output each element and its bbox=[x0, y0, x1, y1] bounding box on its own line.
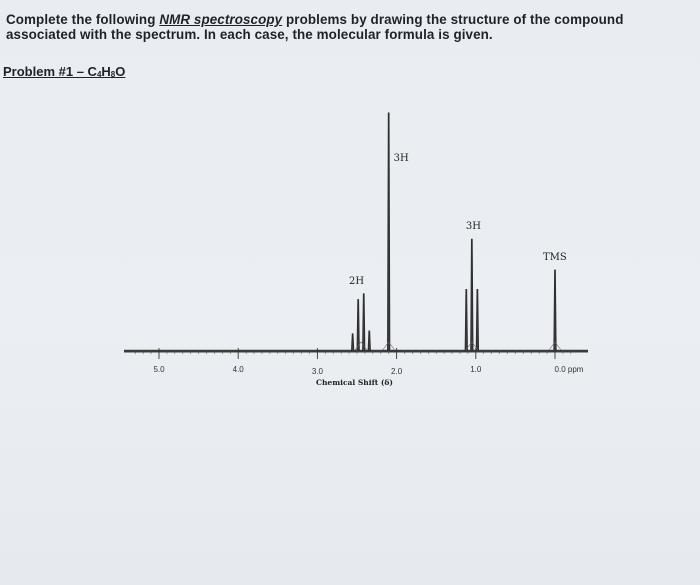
peak-label: 3H bbox=[393, 153, 409, 164]
peak-foot bbox=[548, 341, 562, 351]
peak-line bbox=[362, 293, 366, 352]
peak-foot bbox=[354, 341, 368, 351]
tick-label: 1.0 bbox=[470, 365, 482, 374]
problem-heading: Problem #1 – C4H8O bbox=[3, 64, 125, 79]
peak-line bbox=[350, 333, 355, 352]
x-axis-title: Chemical Shift (δ) bbox=[316, 378, 393, 387]
formula-c-subscript: 4 bbox=[96, 70, 102, 79]
peak-line bbox=[475, 289, 480, 352]
formula-o: O bbox=[115, 64, 126, 79]
tick-label: 5.0 bbox=[153, 365, 165, 374]
formula-h-subscript: 8 bbox=[110, 70, 116, 79]
peak-label: TMS bbox=[543, 252, 567, 264]
formula-h: H bbox=[101, 64, 111, 79]
tick-label: 3.0 bbox=[311, 367, 323, 376]
peak-foot bbox=[382, 341, 395, 351]
peak-line bbox=[367, 330, 371, 352]
peak-foot bbox=[465, 341, 479, 351]
problem-prefix: Problem #1 – C bbox=[3, 64, 97, 79]
peak-line bbox=[464, 289, 468, 352]
peak-line bbox=[553, 269, 557, 352]
instructions-before: Complete the following bbox=[6, 12, 160, 27]
tick-label: 4.0 bbox=[232, 365, 244, 374]
peak-line bbox=[387, 112, 391, 352]
peak-label: 2H bbox=[348, 275, 365, 287]
instructions-text: Complete the following NMR spectroscopy … bbox=[6, 12, 696, 42]
peak-label: 3H bbox=[465, 221, 481, 233]
instructions-emphasis: NMR spectroscopy bbox=[159, 12, 283, 27]
peak-line bbox=[470, 238, 474, 352]
tick-label: 0.0 ppm bbox=[554, 365, 584, 374]
tick-label: 2.0 bbox=[391, 367, 403, 376]
instructions-after: problems by drawing the structure of the… bbox=[6, 12, 624, 42]
peak-line bbox=[356, 299, 360, 352]
